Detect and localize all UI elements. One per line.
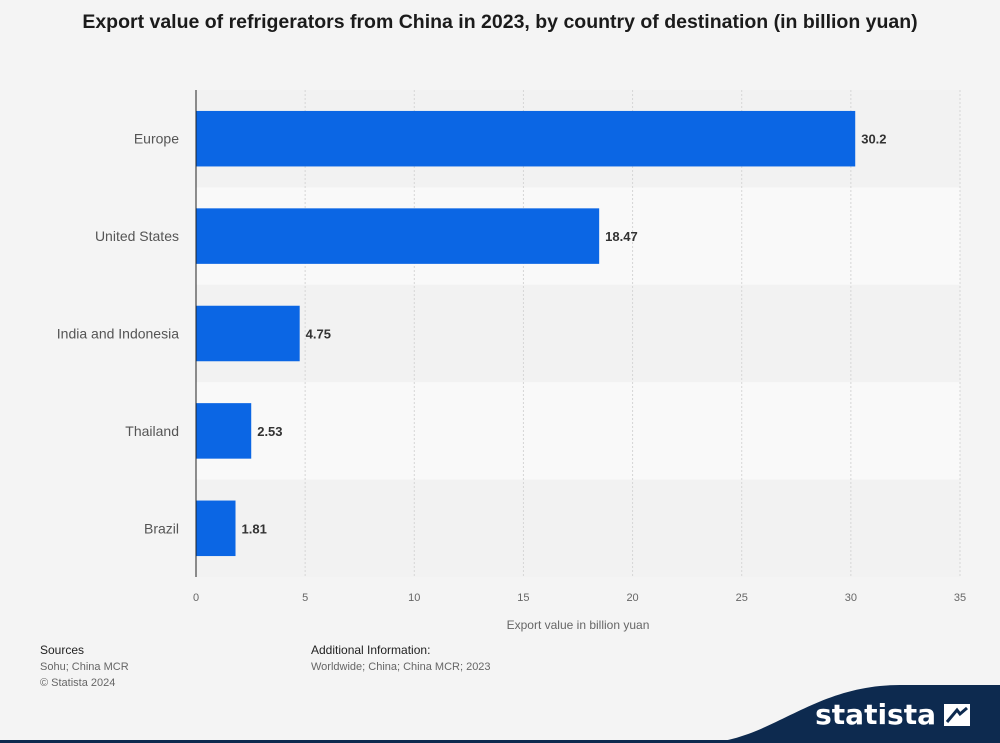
x-tick-label: 35 (954, 592, 966, 604)
x-axis-title: Export value in billion yuan (507, 618, 650, 632)
brand-banner: statista (700, 683, 1000, 743)
copyright-text: © Statista 2024 (40, 677, 116, 689)
sources-label: Sources (40, 643, 85, 657)
x-tick-label: 0 (193, 592, 199, 604)
x-tick-label: 20 (626, 592, 638, 604)
category-label: Brazil (144, 520, 179, 536)
additional-info-label: Additional Information: (311, 643, 431, 657)
data-label: 4.75 (306, 327, 331, 342)
x-tick-label: 5 (302, 592, 308, 604)
category-label: United States (95, 228, 179, 244)
row-band (196, 382, 960, 480)
bar (196, 403, 252, 459)
data-label: 2.53 (257, 424, 282, 439)
statista-logo-icon (944, 703, 970, 726)
row-band (196, 284, 960, 383)
category-label: India and Indonesia (57, 326, 179, 342)
statista-logo: statista (815, 698, 970, 731)
data-label: 18.47 (605, 229, 638, 244)
category-label: Thailand (125, 423, 179, 439)
x-tick-label: 25 (736, 592, 748, 604)
sources-text: Sohu; China MCR (40, 661, 129, 673)
bar (196, 305, 300, 362)
bar (196, 208, 600, 264)
bar (196, 500, 236, 557)
data-label: 1.81 (242, 521, 267, 536)
brand-name: statista (815, 698, 936, 731)
brand-swoosh (700, 685, 1000, 743)
additional-info-text: Worldwide; China; China MCR; 2023 (311, 661, 491, 673)
data-label: 30.2 (861, 132, 886, 147)
bar-chart: 30.2 Europe 18.47 United States 4.75 India an… (57, 90, 966, 632)
x-tick-label: 10 (408, 592, 420, 604)
chart-title: Export value of refrigerators from China… (82, 11, 918, 33)
bottom-rule (0, 740, 1000, 743)
x-tick-label: 15 (517, 592, 529, 604)
category-label: Europe (134, 131, 179, 147)
row-band (196, 479, 960, 577)
bar (196, 110, 856, 167)
x-tick-label: 30 (845, 592, 857, 604)
